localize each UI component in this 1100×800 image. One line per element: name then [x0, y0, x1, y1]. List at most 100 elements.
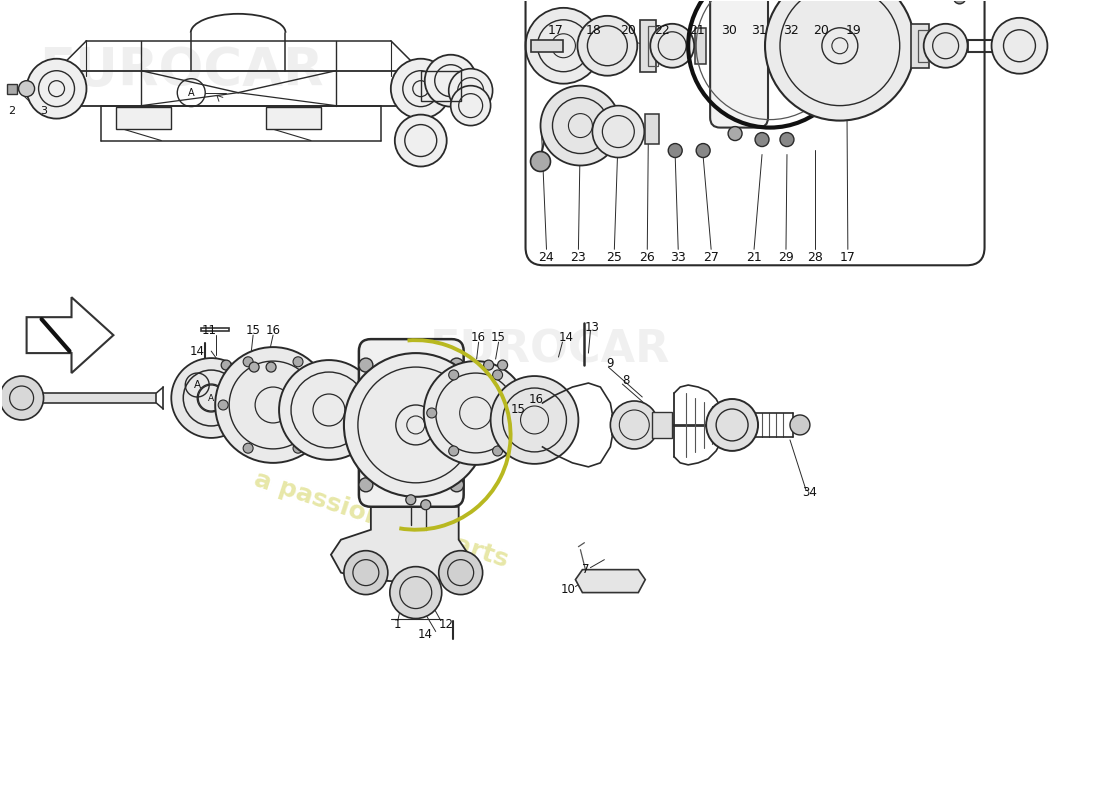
Circle shape: [610, 401, 658, 449]
Text: 16: 16: [529, 394, 544, 406]
Circle shape: [515, 408, 525, 418]
Circle shape: [421, 500, 431, 510]
Circle shape: [451, 86, 491, 126]
Text: 30: 30: [722, 24, 737, 38]
Circle shape: [450, 478, 464, 492]
Text: 1: 1: [394, 618, 402, 631]
Text: 14: 14: [559, 330, 574, 344]
Circle shape: [427, 408, 437, 418]
Text: 31: 31: [751, 24, 767, 38]
Text: 34: 34: [803, 486, 817, 499]
Circle shape: [540, 86, 620, 166]
Text: 14: 14: [189, 345, 205, 358]
Circle shape: [728, 126, 743, 141]
Circle shape: [449, 370, 459, 380]
Circle shape: [359, 358, 373, 372]
Text: 28: 28: [807, 251, 823, 264]
Circle shape: [706, 399, 758, 451]
Circle shape: [450, 398, 464, 412]
Circle shape: [293, 443, 303, 453]
Bar: [7, 84, 16, 94]
Circle shape: [216, 347, 331, 463]
Text: a passion for parts: a passion for parts: [251, 467, 512, 572]
Bar: [695, 28, 706, 64]
Text: 17: 17: [548, 24, 563, 38]
Circle shape: [243, 357, 253, 366]
Circle shape: [249, 362, 260, 372]
Circle shape: [318, 400, 328, 410]
Circle shape: [359, 398, 373, 412]
Circle shape: [493, 370, 503, 380]
Polygon shape: [26, 298, 113, 373]
Circle shape: [221, 360, 231, 370]
Circle shape: [359, 443, 373, 457]
Circle shape: [497, 360, 507, 370]
Polygon shape: [575, 570, 646, 593]
Circle shape: [344, 550, 388, 594]
Text: 8: 8: [623, 374, 630, 386]
Text: 22: 22: [654, 24, 670, 38]
Text: 21: 21: [746, 251, 762, 264]
Text: 20: 20: [813, 24, 828, 38]
Circle shape: [493, 446, 503, 456]
Text: 16: 16: [471, 330, 486, 344]
Text: 27: 27: [703, 251, 719, 264]
Circle shape: [954, 0, 966, 4]
Circle shape: [450, 443, 464, 457]
Circle shape: [424, 361, 528, 465]
Circle shape: [344, 353, 487, 497]
Text: 20: 20: [620, 24, 636, 38]
Circle shape: [593, 106, 645, 158]
Bar: [648, 26, 658, 66]
Text: 14: 14: [417, 628, 432, 641]
Circle shape: [450, 358, 464, 372]
Text: 23: 23: [571, 251, 586, 264]
Text: 16: 16: [265, 324, 280, 337]
Bar: [266, 106, 321, 129]
Circle shape: [650, 24, 694, 68]
Text: 24: 24: [539, 251, 554, 264]
FancyBboxPatch shape: [359, 339, 464, 506]
Text: 15: 15: [245, 324, 261, 337]
Circle shape: [449, 446, 459, 456]
Text: 25: 25: [606, 251, 623, 264]
Circle shape: [19, 81, 34, 97]
Circle shape: [243, 443, 253, 453]
Text: 18: 18: [585, 24, 602, 38]
Text: 3: 3: [40, 106, 47, 116]
Polygon shape: [22, 393, 156, 403]
Text: 9: 9: [606, 357, 614, 370]
Circle shape: [439, 550, 483, 594]
Bar: [646, 114, 659, 143]
Bar: [917, 30, 927, 62]
Text: EUROCAR: EUROCAR: [39, 45, 323, 97]
Circle shape: [359, 478, 373, 492]
Text: EUROCAR: EUROCAR: [430, 329, 671, 372]
Circle shape: [484, 360, 494, 370]
Circle shape: [755, 133, 769, 146]
Circle shape: [449, 69, 493, 113]
Circle shape: [172, 358, 251, 438]
Text: 29: 29: [778, 251, 794, 264]
Circle shape: [696, 143, 711, 158]
FancyBboxPatch shape: [711, 0, 768, 127]
Circle shape: [389, 566, 442, 618]
Bar: [911, 24, 928, 68]
Bar: [201, 328, 229, 331]
Text: 21: 21: [690, 24, 705, 38]
Circle shape: [390, 58, 451, 118]
Text: since 1975: since 1975: [761, 54, 879, 108]
Text: A: A: [194, 380, 201, 390]
Circle shape: [790, 415, 810, 435]
Text: 12: 12: [438, 618, 453, 631]
Text: 17: 17: [840, 251, 856, 264]
Circle shape: [491, 376, 579, 464]
Circle shape: [780, 133, 794, 146]
Text: 19: 19: [846, 24, 861, 38]
Text: 15: 15: [512, 403, 526, 417]
Circle shape: [26, 58, 87, 118]
Circle shape: [406, 494, 416, 505]
Circle shape: [530, 151, 550, 171]
Text: 2: 2: [8, 106, 15, 116]
Circle shape: [425, 54, 476, 106]
